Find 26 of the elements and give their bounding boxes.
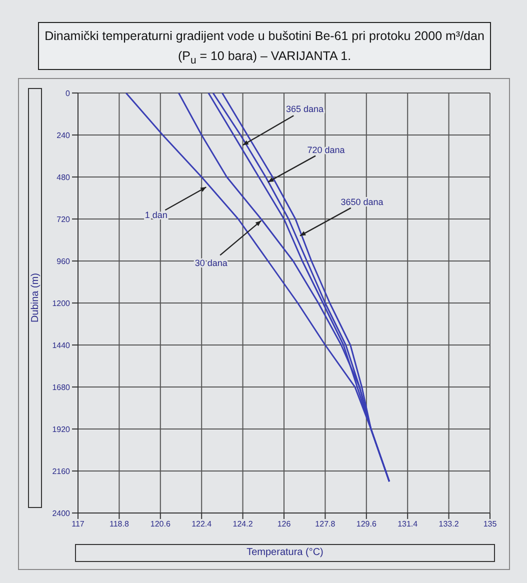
x-tick-label: 120.6 xyxy=(150,520,171,529)
y-tick-label: 1440 xyxy=(52,340,71,350)
x-tick-label: 126 xyxy=(277,520,292,529)
x-tick-label: 124.2 xyxy=(232,520,254,529)
annotation: 365 dana xyxy=(286,104,324,114)
y-tick-label: 1920 xyxy=(52,424,71,434)
x-tick-label: 127.8 xyxy=(315,520,336,529)
y-tick-label: 720 xyxy=(56,214,71,224)
y-tick-label: 0 xyxy=(66,88,71,98)
y-axis-title: Dubina (m) xyxy=(30,273,40,323)
x-tick-label: 117 xyxy=(72,520,85,529)
x-tick-label: 118.8 xyxy=(109,520,130,529)
x-tick-label: 122.4 xyxy=(192,520,212,529)
y-tick-label: 2400 xyxy=(52,508,71,518)
x-axis-title: Temperatura (°C) xyxy=(75,544,495,562)
x-tick-label: 131.4 xyxy=(398,520,418,529)
y-tick-label: 1680 xyxy=(52,382,71,392)
x-tick-label: 129.6 xyxy=(356,520,377,529)
y-tick-label: 480 xyxy=(56,172,71,182)
chart-title: Dinamički temperaturni gradijent vode u bušotini Be-61 pri protoku 2000 m³/dan (P$_{u}$ = 10 bara) – VARIJANTA 1. xyxy=(38,22,491,70)
x-tick-label: 133.2 xyxy=(438,520,460,529)
y-tick-label: 960 xyxy=(56,256,71,266)
y-tick-label: 1200 xyxy=(52,298,71,308)
x-tick-label: 135 xyxy=(483,520,498,529)
y-tick-label: 2160 xyxy=(52,466,71,476)
y-tick-label: 240 xyxy=(56,130,71,140)
